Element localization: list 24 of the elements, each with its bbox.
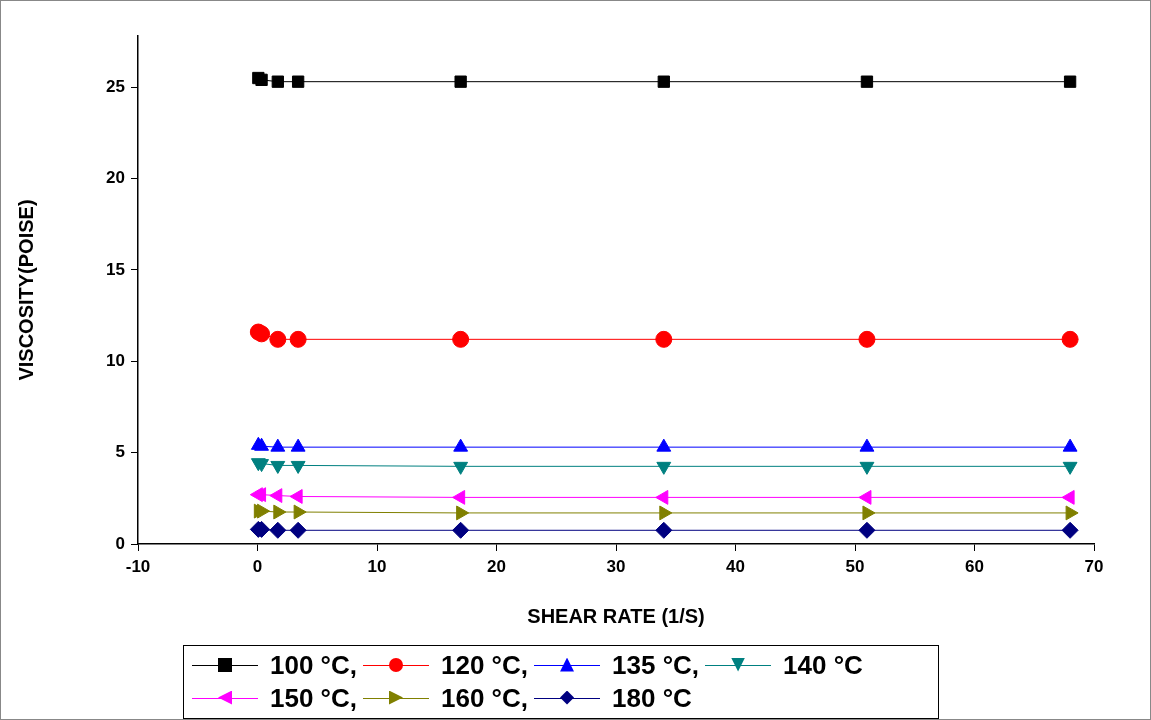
x-tick-label: 70 — [1084, 556, 1104, 576]
x-tick-label: -10 — [125, 556, 151, 576]
y-tick-label: 0 — [115, 533, 125, 553]
y-tick-label: 5 — [115, 442, 125, 462]
x-axis-title: SHEAR RATE (1/S) — [527, 604, 705, 627]
y-tick-label: 20 — [106, 168, 125, 188]
x-tick-label: 30 — [606, 556, 626, 576]
x-tick-label: 40 — [726, 556, 745, 576]
x-tick-label: 10 — [367, 556, 387, 576]
x-tick-label: 0 — [252, 556, 263, 576]
y-tick-label: 10 — [106, 350, 125, 370]
x-tick-label: 60 — [965, 556, 984, 576]
y-tick-label: 15 — [106, 259, 125, 279]
legend-label: 160 °C, — [441, 683, 529, 714]
y-axis-title: VISCOSITY(POISE) — [14, 199, 37, 381]
legend-label: 180 °C — [612, 683, 692, 714]
legend-label: 150 °C, — [270, 683, 358, 714]
legend-label: 135 °C, — [612, 650, 700, 681]
legend-label: 100 °C, — [270, 650, 358, 681]
y-tick-label: 25 — [106, 76, 125, 96]
legend-label: 120 °C, — [441, 650, 529, 681]
x-tick-label: 50 — [845, 556, 865, 576]
legend-label: 140 °C — [783, 650, 863, 681]
x-tick-label: 20 — [487, 556, 506, 576]
